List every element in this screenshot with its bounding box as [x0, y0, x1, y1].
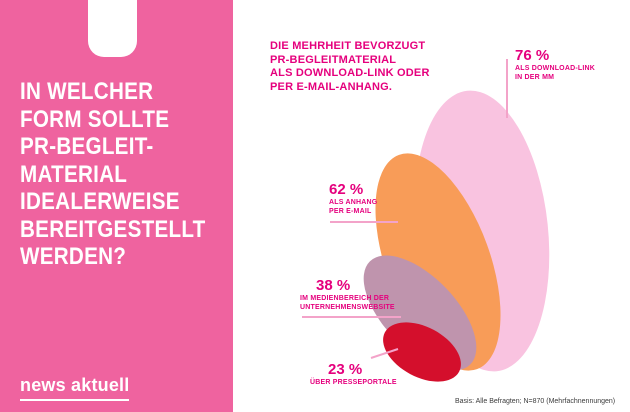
chart-title-line: DIE MEHRHEIT BEVORZUGT: [270, 40, 426, 52]
headline: IN WELCHER FORM SOLLTE PR-BEGLEIT- MATER…: [20, 78, 206, 271]
label-line: ÜBER PRESSEPORTALE: [310, 379, 397, 386]
value-38: 38 %: [316, 277, 351, 294]
label-line: ALS ANHANG: [329, 199, 378, 206]
label-line: UNTERNEHMENSWEBSITE: [300, 304, 395, 311]
headline-line: PR-BEGLEIT-: [20, 133, 154, 160]
label-line: IM MEDIENBEREICH DER: [300, 295, 390, 302]
source-footnote: Basis: Alle Befragten; N=870 (Mehrfachne…: [455, 398, 616, 405]
headline-line: BEREITGESTELLT: [20, 215, 206, 243]
headline-line: IDEALERWEISE: [20, 188, 180, 215]
chart-title: DIE MEHRHEIT BEVORZUGT PR-BEGLEITMATERIA…: [270, 40, 430, 94]
label-download-link: 76 % ALS DOWNLOAD-LINK IN DER MM: [515, 47, 595, 82]
value-62: 62 %: [329, 181, 364, 198]
chart-title-line: PR-BEGLEITMATERIAL: [270, 53, 397, 66]
value-76: 76 %: [515, 47, 550, 64]
headline-line: IN WELCHER: [20, 78, 154, 105]
label-line: IN DER MM: [515, 74, 555, 81]
value-23: 23 %: [328, 361, 363, 378]
chart-title-line: ALS DOWNLOAD-LINK ODER: [270, 67, 430, 79]
petal-presseportale-23: [383, 322, 461, 382]
leader-line-23: [370, 348, 399, 359]
tab-notch: [88, 0, 137, 57]
label-email: 62 % ALS ANHANG PER E-MAIL: [329, 181, 377, 216]
label-presseportale: 23 % ÜBER PRESSEPORTALE: [310, 361, 397, 387]
left-panel: IN WELCHER FORM SOLLTE PR-BEGLEIT- MATER…: [0, 0, 233, 412]
headline-line: FORM SOLLTE: [20, 105, 170, 133]
label-website: 38 % IM MEDIENBEREICH DER UNTERNEHMENSWE…: [300, 277, 395, 312]
chart-title-line: PER E-MAIL-ANHANG.: [270, 80, 393, 93]
headline-line: WERDEN?: [20, 243, 127, 270]
label-line: ALS DOWNLOAD-LINK: [515, 65, 596, 72]
news-aktuell-logo: news aktuell: [20, 375, 130, 401]
headline-line: MATERIAL: [20, 160, 128, 188]
label-line: PER E-MAIL: [329, 208, 372, 215]
